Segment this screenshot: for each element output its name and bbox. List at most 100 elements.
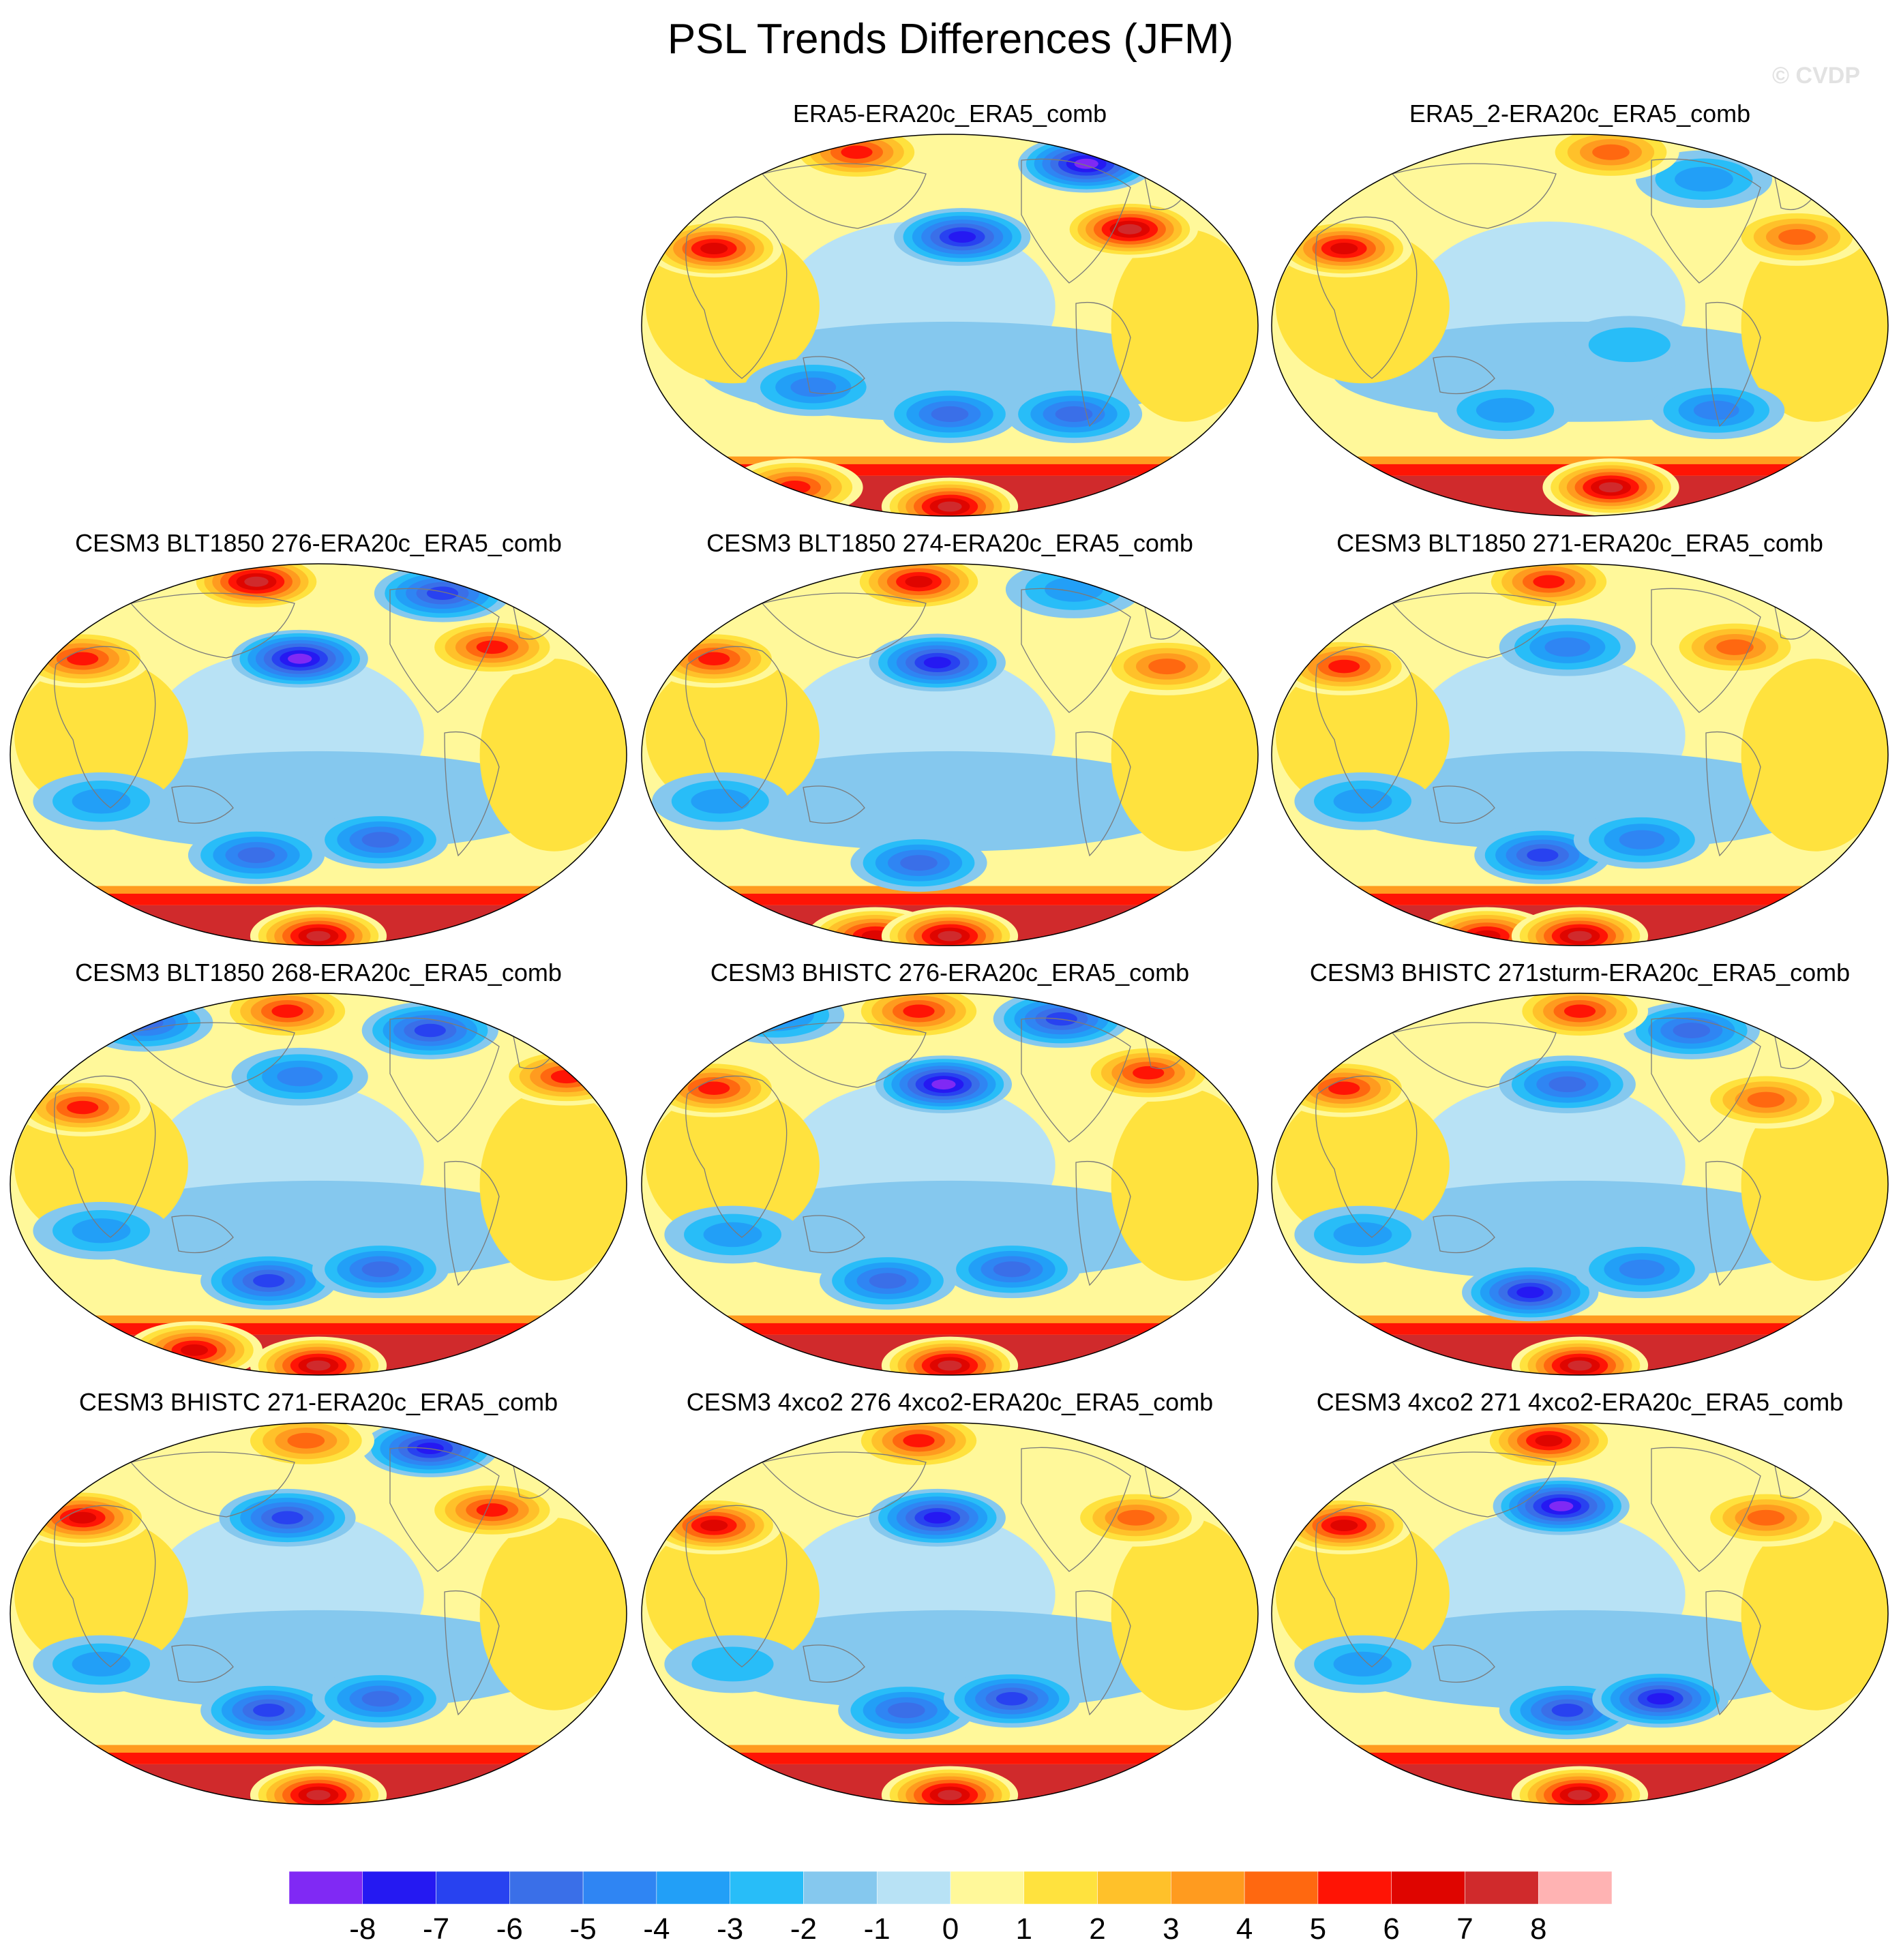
low-pressure-contour: [888, 1702, 925, 1719]
zone-southern-ocean: [1332, 751, 1828, 851]
coastline: [1021, 588, 1131, 713]
high-pressure-contour: [271, 1004, 303, 1019]
panel-title: CESM3 BLT1850 271-ERA20c_ERA5_comb: [1336, 529, 1823, 557]
low-pressure-contour: [1527, 848, 1559, 862]
high-pressure-contour: [698, 652, 730, 666]
low-pressure-contour: [931, 406, 969, 423]
map-panel: CESM3 BLT1850 268-ERA20c_ERA5_comb: [8, 958, 629, 1394]
colorbar-box: [289, 1871, 363, 1904]
low-pressure-contour: [414, 1023, 446, 1038]
coastline: [1315, 646, 1418, 809]
colorbar-box: [1317, 1871, 1392, 1904]
map-border: [10, 1422, 627, 1805]
coastlines: [54, 588, 554, 857]
coastline: [389, 588, 500, 713]
zone-belt-6: [642, 1752, 1258, 1764]
coastline: [54, 1075, 156, 1238]
low-pressure-contour: [1647, 1693, 1675, 1705]
coastline: [54, 646, 156, 809]
zone-africa: [646, 1088, 820, 1243]
high-pressure-contour: [244, 576, 269, 587]
map-border: [641, 134, 1259, 517]
low-pressure-contour: [1544, 637, 1591, 657]
coastline: [1391, 163, 1557, 229]
coastline: [761, 1022, 927, 1088]
low-pressure-contour: [277, 1067, 323, 1087]
high-pressure-contour: [1747, 1509, 1785, 1526]
low-pressure-contour: [237, 847, 275, 863]
coastline: [803, 1215, 865, 1254]
coastline: [1391, 1022, 1557, 1088]
coastline: [685, 1505, 788, 1668]
zone-southern-ocean: [702, 1180, 1198, 1281]
watermark: © CVDP: [1772, 63, 1860, 89]
low-pressure-contour: [900, 855, 938, 871]
low-pressure-contour: [1548, 1076, 1587, 1093]
high-pressure-contour: [1563, 1004, 1596, 1019]
low-pressure-contour: [72, 1651, 131, 1677]
colorbar-tick-label: 1: [1015, 1912, 1032, 1946]
low-pressure-contour: [253, 1273, 285, 1288]
zone-africa: [14, 659, 188, 813]
zone-southern-ocean: [1332, 1180, 1828, 1281]
map-svg: [10, 993, 627, 1376]
low-pressure-contour: [1693, 400, 1739, 420]
coastlines: [685, 588, 1186, 857]
zone-belt-6: [1272, 1752, 1888, 1764]
high-pressure-contour: [938, 1790, 962, 1800]
colorbar-tick-label: 6: [1383, 1912, 1400, 1946]
low-pressure-contour: [993, 1261, 1031, 1278]
colorbar-box: [730, 1871, 804, 1904]
colorbar-tick-label: -6: [496, 1912, 523, 1946]
colorbar-box: [436, 1871, 510, 1904]
map-panel: ERA5_2-ERA20c_ERA5_comb: [1270, 99, 1890, 535]
colorbar-box: [509, 1871, 584, 1904]
colorbar-box: [1465, 1871, 1539, 1904]
map-border: [641, 993, 1259, 1376]
coastline: [1075, 1590, 1131, 1716]
colorbar-tick-label: 0: [942, 1912, 959, 1946]
coastline: [685, 216, 788, 379]
high-pressure-contour: [67, 652, 99, 666]
zone-belt-6: [642, 893, 1258, 905]
colorbar-tick-label: 3: [1163, 1912, 1180, 1946]
low-pressure-contour: [1476, 397, 1535, 423]
low-pressure-contour: [1074, 158, 1098, 169]
high-pressure-contour: [1778, 228, 1816, 245]
zone-belt-6: [10, 1323, 627, 1335]
high-pressure-contour: [287, 1432, 325, 1449]
map-border: [10, 563, 627, 946]
map-border: [1271, 134, 1889, 517]
high-pressure-contour: [306, 1360, 331, 1371]
colorbar-tick-label: 5: [1309, 1912, 1327, 1946]
coastline: [1433, 1644, 1495, 1683]
coastline: [1705, 1161, 1761, 1286]
coastline: [685, 646, 788, 809]
low-pressure-contour: [271, 1511, 303, 1525]
low-pressure-contour: [948, 231, 976, 243]
zone-east: [479, 1518, 627, 1710]
zone-east: [1111, 229, 1258, 422]
colorbar-tick-label: -7: [422, 1912, 450, 1946]
low-pressure-contour: [1516, 1286, 1544, 1299]
low-pressure-contour: [113, 1009, 176, 1036]
zone-africa: [1276, 659, 1450, 813]
coastline: [1651, 588, 1761, 713]
map-panel: CESM3 BHISTC 271sturm-ERA20c_ERA5_comb: [1270, 958, 1890, 1394]
high-pressure-contour: [1118, 224, 1142, 235]
high-pressure-contour: [1716, 639, 1754, 655]
low-pressure-contour: [1333, 789, 1392, 814]
coastline: [1433, 785, 1495, 824]
coastline: [1315, 1505, 1418, 1668]
high-pressure-contour: [67, 1100, 99, 1115]
coastline: [1651, 1017, 1761, 1143]
zone-belt-6: [1272, 893, 1888, 905]
coastlines: [685, 1017, 1186, 1286]
coastline: [803, 785, 865, 824]
coastline: [1075, 732, 1131, 857]
coastline: [130, 592, 295, 659]
zone-africa: [14, 1518, 188, 1672]
high-pressure-contour: [1568, 931, 1592, 941]
map-svg: [641, 1422, 1259, 1805]
coastline: [1651, 158, 1761, 284]
